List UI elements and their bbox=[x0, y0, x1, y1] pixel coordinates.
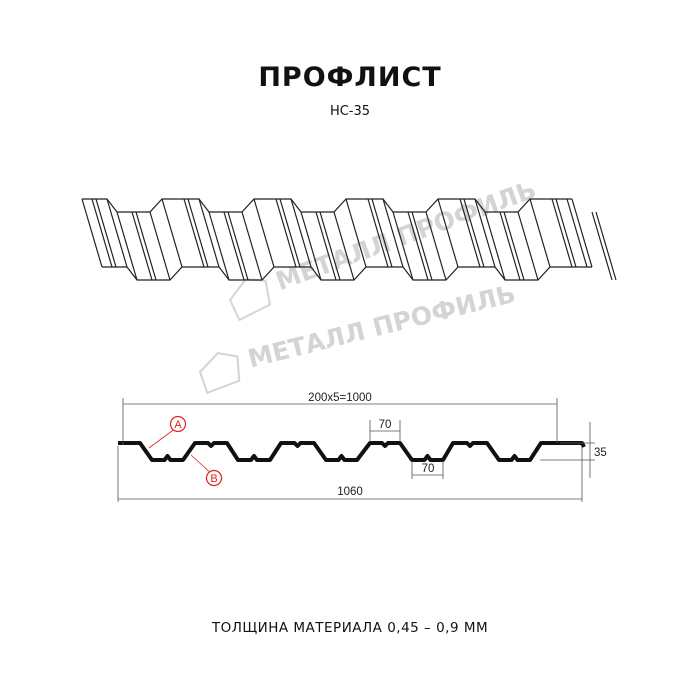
sheet-rib-line bbox=[591, 211, 613, 281]
sheet-rib-line bbox=[187, 198, 209, 268]
watermark-logo-2: МЕТАЛЛ ПРОФИЛЬ bbox=[198, 279, 518, 395]
sheet-fold-line bbox=[484, 211, 506, 281]
callout-a: A bbox=[148, 415, 187, 449]
sheet-fold-line bbox=[474, 198, 496, 268]
sheet-rib-line bbox=[503, 211, 525, 281]
sheet-fold-line bbox=[81, 198, 103, 268]
model-subtitle: НС-35 bbox=[329, 104, 371, 119]
dim-top-flat-label: 70 bbox=[379, 419, 392, 431]
sheet-rib-line bbox=[407, 211, 429, 281]
sheet-rib-line bbox=[275, 198, 297, 268]
sheet-fold-line bbox=[529, 198, 551, 268]
sheet-rib-line bbox=[95, 198, 117, 268]
sheet-rib-line bbox=[131, 211, 153, 281]
dim-total-label: 1060 bbox=[337, 486, 363, 498]
page-title: ПРОФЛИСТ bbox=[258, 62, 442, 93]
sheet-rib-line bbox=[463, 198, 485, 268]
sheet-rib-line bbox=[315, 211, 337, 281]
dim-pitch-label: 200x5=1000 bbox=[308, 392, 372, 404]
dim-height-label: 35 bbox=[594, 447, 607, 459]
sheet-fold-line bbox=[437, 198, 459, 268]
sheet-rib-line bbox=[499, 211, 521, 281]
material-thickness-note: ТОЛЩИНА МАТЕРИАЛА 0,45 – 0,9 ММ bbox=[211, 620, 489, 636]
sheet-fold-line bbox=[198, 198, 220, 268]
sheet-fold-line bbox=[566, 198, 588, 268]
sheet-rib-line bbox=[367, 198, 389, 268]
svg-text:B: B bbox=[210, 473, 217, 485]
sheet-rib-line bbox=[595, 211, 617, 281]
sheet-fold-line bbox=[208, 211, 230, 281]
sheet-fold-line bbox=[106, 198, 128, 268]
sheet-fold-line bbox=[333, 211, 355, 281]
sheet-fold-line bbox=[300, 211, 322, 281]
sheet-rib-line bbox=[91, 198, 113, 268]
perspective-sheet-view bbox=[81, 198, 617, 281]
watermark-text: МЕТАЛЛ ПРОФИЛЬ bbox=[272, 175, 540, 296]
sheet-rib-line bbox=[459, 198, 481, 268]
svg-text:A: A bbox=[174, 419, 182, 431]
sheet-fold-line bbox=[253, 198, 275, 268]
sheet-rib-line bbox=[411, 211, 433, 281]
sheet-rib-line bbox=[279, 198, 301, 268]
sheet-fold-line bbox=[425, 211, 447, 281]
sheet-fold-line bbox=[241, 211, 263, 281]
sheet-fold-line bbox=[517, 211, 539, 281]
sheet-fold-line bbox=[571, 198, 593, 268]
sheet-rib-line bbox=[227, 211, 249, 281]
sheet-rib-line bbox=[135, 211, 157, 281]
sheet-fold-line bbox=[345, 198, 367, 268]
sheet-fold-line bbox=[161, 198, 183, 268]
sheet-fold-line bbox=[382, 198, 404, 268]
sheet-fold-line bbox=[290, 198, 312, 268]
sheet-rib-line bbox=[551, 198, 573, 268]
sheet-rib-line bbox=[555, 198, 577, 268]
sheet-rib-line bbox=[223, 211, 245, 281]
sheet-rib-line bbox=[319, 211, 341, 281]
profile-section-line bbox=[118, 441, 586, 462]
sheet-fold-line bbox=[116, 211, 138, 281]
dim-bottom-flat-label: 70 bbox=[422, 463, 435, 475]
sheet-rib-line bbox=[371, 198, 393, 268]
sheet-rib-line bbox=[183, 198, 205, 268]
sheet-fold-line bbox=[149, 211, 171, 281]
sheet-fold-line bbox=[392, 211, 414, 281]
callout-b: B bbox=[190, 454, 223, 487]
cross-section-drawing: 200x5=1000 70 70 35 1060 A B bbox=[117, 392, 607, 502]
